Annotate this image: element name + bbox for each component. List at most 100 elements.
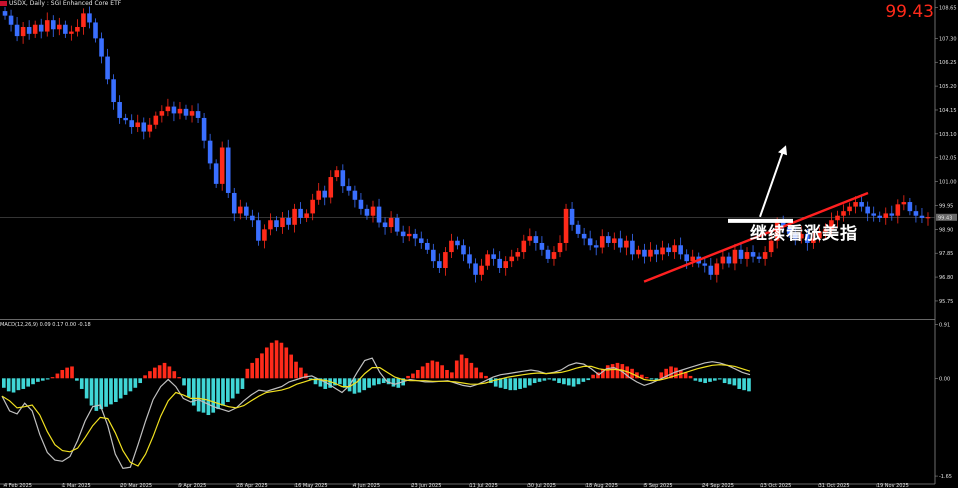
macd-histogram-bar: [605, 365, 610, 379]
candle: [237, 206, 243, 214]
candle: [841, 211, 846, 216]
macd-histogram-bar: [128, 378, 133, 392]
macd-histogram-bar: [493, 378, 498, 387]
macd-histogram-bar: [226, 378, 230, 402]
candle: [467, 254, 472, 264]
macd-histogram-bar: [747, 378, 751, 392]
macd-histogram-bar: [732, 378, 737, 386]
date-tick-label: 18 Aug 2025: [586, 483, 618, 488]
macd-histogram-bar: [313, 378, 318, 385]
candle: [889, 213, 895, 216]
macd-histogram-bar: [157, 365, 162, 379]
candle: [720, 256, 726, 264]
candle: [744, 252, 750, 259]
date-tick-label: 11 Jul 2025: [470, 483, 498, 488]
macd-histogram-bar: [742, 378, 746, 391]
candle: [551, 252, 557, 259]
candle: [678, 245, 683, 255]
macd-histogram-bar: [6, 378, 11, 392]
candle: [406, 233, 412, 237]
candle: [593, 245, 599, 248]
macd-tick-label: 0.00: [939, 376, 950, 382]
candle: [612, 238, 617, 243]
date-tick-label: 16 May 2025: [295, 483, 328, 488]
candle: [485, 254, 490, 266]
candle: [780, 222, 786, 228]
macd-histogram-bar: [65, 367, 69, 379]
candle: [201, 117, 207, 141]
candle: [503, 261, 509, 268]
candle: [310, 199, 315, 214]
candle: [605, 236, 611, 243]
macd-histogram-bar: [118, 378, 123, 399]
macd-histogram-bar: [206, 378, 211, 416]
candle: [533, 236, 539, 243]
price-tick-label: 102.05: [939, 156, 957, 162]
candle: [805, 233, 810, 243]
candle: [901, 202, 907, 205]
candle: [847, 206, 852, 212]
price-tick-label: 101.00: [939, 180, 957, 186]
macd-histogram-bar: [503, 378, 508, 389]
candle: [817, 231, 822, 239]
macd-histogram-bar: [581, 378, 586, 382]
candle: [364, 208, 370, 216]
date-tick-label: 24 Sep 2025: [702, 483, 734, 488]
macd-histogram-bar: [230, 378, 235, 399]
candle: [50, 20, 56, 30]
macd-histogram-bar: [498, 378, 503, 388]
macd-histogram-bar: [464, 358, 469, 379]
candle: [81, 13, 86, 28]
candle: [69, 31, 74, 34]
macd-histogram-bar: [717, 378, 722, 380]
candle: [8, 15, 14, 25]
macd-histogram-bar: [70, 366, 74, 379]
macd-histogram-bar: [425, 362, 430, 379]
candle: [159, 111, 165, 116]
candle: [20, 27, 26, 37]
candle: [762, 252, 768, 259]
candle: [189, 111, 195, 116]
macd-histogram-bar: [362, 378, 367, 391]
macd-histogram-bar: [435, 361, 440, 379]
candle: [527, 236, 533, 241]
arrow-shaft: [759, 150, 784, 218]
macd-histogram-bar: [342, 378, 347, 388]
candle: [256, 220, 261, 241]
macd-histogram-bar: [639, 374, 644, 379]
macd-histogram-bar: [245, 368, 250, 379]
candle: [129, 120, 134, 128]
macd-histogram-bar: [523, 378, 527, 388]
macd-histogram-bar: [299, 367, 303, 379]
candle: [756, 256, 762, 259]
date-tick-label: 28 Apr 2025: [237, 483, 268, 488]
macd-histogram-bar: [571, 378, 576, 387]
candle: [213, 163, 219, 184]
candle: [262, 229, 267, 241]
candle: [250, 215, 255, 221]
macd-histogram-bar: [450, 372, 454, 379]
macd-histogram-bar: [308, 378, 313, 380]
macd-histogram-bar: [479, 372, 483, 379]
candle: [135, 122, 141, 128]
macd-histogram-bar: [235, 378, 240, 394]
candle: [87, 13, 92, 23]
macd-histogram-bar: [55, 373, 60, 379]
candle: [835, 215, 840, 221]
candle: [388, 217, 394, 228]
candle: [328, 177, 334, 198]
date-tick-label: 5 Sep 2025: [644, 483, 673, 488]
candle: [799, 233, 804, 239]
candle: [865, 206, 870, 214]
macd-histogram-bar: [513, 378, 518, 391]
date-tick-label: 23 Jun 2025: [411, 483, 441, 488]
macd-histogram-bar: [537, 378, 542, 382]
macd-histogram-bar: [152, 367, 157, 379]
candle: [853, 202, 858, 207]
macd-histogram-bar: [527, 378, 532, 386]
candle: [732, 249, 738, 264]
candle: [461, 245, 466, 255]
date-tick-label: 20 Mar 2025: [120, 483, 152, 488]
macd-histogram-bar: [576, 378, 581, 385]
